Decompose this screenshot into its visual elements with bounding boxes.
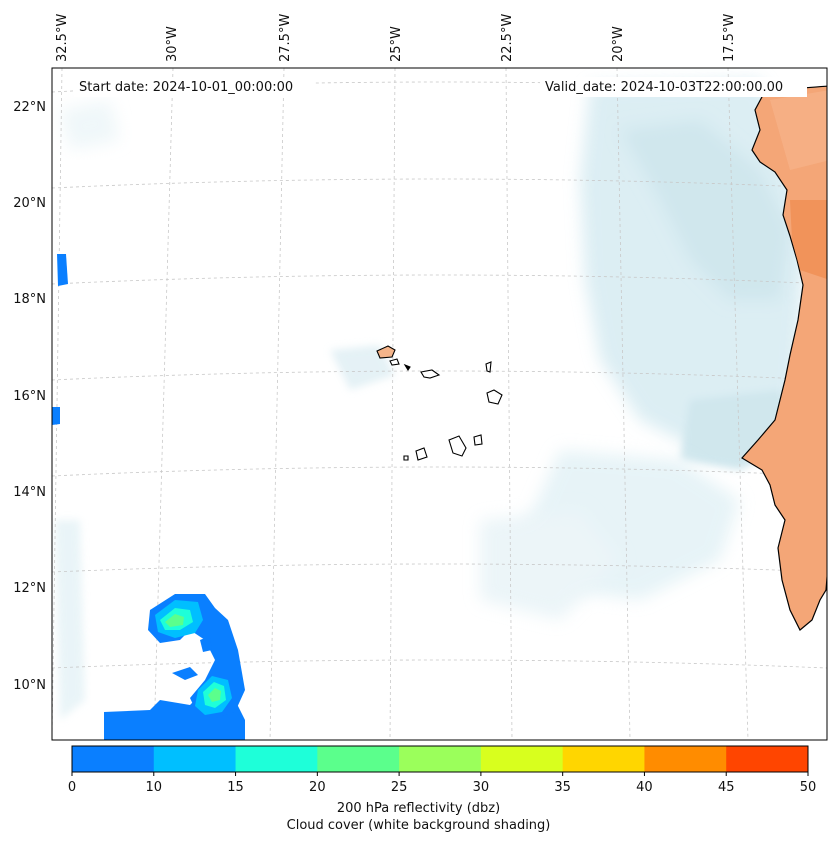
lon-label: 32.5°W <box>55 14 70 62</box>
colorbar-segment <box>317 746 400 772</box>
colorbar: 0 10 15 20 25 30 35 40 45 50 <box>68 745 817 795</box>
lon-label: 30°W <box>165 26 180 62</box>
lat-label: 10°N <box>13 678 46 693</box>
lat-label: 14°N <box>13 485 46 500</box>
valid-date-label: Valid_date: 2024-10-03T22:00:00.00 <box>545 80 783 95</box>
colorbar-segment <box>480 746 564 772</box>
colorbar-tick-label: 45 <box>718 780 735 795</box>
reflectivity-field <box>52 254 245 740</box>
colorbar-segment <box>399 746 482 772</box>
colorbar-tick-label: 35 <box>554 780 571 795</box>
lon-label: 20°W <box>611 26 626 62</box>
lat-label: 22°N <box>13 100 46 115</box>
colorbar-segment <box>153 746 237 772</box>
start-date-label: Start date: 2024-10-01_00:00:00 <box>79 80 293 95</box>
colorbar-tick-label: 25 <box>391 780 408 795</box>
colorbar-subtitle: Cloud cover (white background shading) <box>286 818 551 833</box>
lat-label: 16°N <box>13 389 46 404</box>
colorbar-segment <box>726 746 809 772</box>
colorbar-tick-label: 50 <box>800 780 817 795</box>
latitude-labels: 22°N 20°N 18°N 16°N 14°N 12°N 10°N <box>13 100 46 693</box>
lon-label: 22.5°W <box>500 14 515 62</box>
colorbar-tick-label: 10 <box>146 780 163 795</box>
cloud-cover-shading <box>55 80 805 720</box>
colorbar-tick-label: 30 <box>473 780 490 795</box>
lon-label: 27.5°W <box>278 14 293 62</box>
colorbar-segment <box>235 746 318 772</box>
colorbar-segment <box>644 746 727 772</box>
lat-label: 12°N <box>13 581 46 596</box>
colorbar-tick-label: 40 <box>636 780 653 795</box>
colorbar-segment <box>562 746 645 772</box>
lat-label: 20°N <box>13 196 46 211</box>
lon-label: 25°W <box>389 26 404 62</box>
colorbar-title: 200 hPa reflectivity (dbz) <box>336 801 501 816</box>
map-frame <box>51 67 828 741</box>
colorbar-tick-label: 15 <box>227 780 244 795</box>
lon-label: 17.5°W <box>722 14 737 62</box>
lat-label: 18°N <box>13 292 46 307</box>
longitude-labels: 32.5°W 30°W 27.5°W 25°W 22.5°W 20°W 17.5… <box>55 14 737 62</box>
cape-verde-islands <box>376 345 503 461</box>
colorbar-tick-label: 0 <box>68 780 76 795</box>
colorbar-tick-label: 20 <box>309 780 326 795</box>
colorbar-segment <box>72 746 155 772</box>
colorbar-border <box>71 745 809 773</box>
